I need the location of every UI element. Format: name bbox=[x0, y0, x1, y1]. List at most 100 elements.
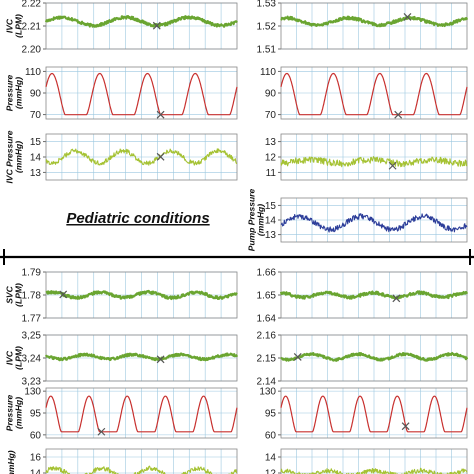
chart-panel-c1: 1.79 1.78 1.77 SVC(LPM) bbox=[4, 268, 238, 325]
y-tick-label: 14 bbox=[30, 469, 42, 474]
y-tick-label: 2.15 bbox=[257, 354, 277, 365]
series-line bbox=[45, 465, 238, 474]
y-axis-label: IVC(LPM) bbox=[4, 346, 23, 370]
series-line bbox=[45, 72, 238, 116]
y-tick-label: 15 bbox=[30, 137, 42, 148]
plot-frame bbox=[280, 66, 468, 120]
y-tick-label: 60 bbox=[30, 430, 42, 441]
series-line bbox=[280, 467, 468, 474]
y-tick-label: 130 bbox=[24, 387, 41, 398]
plot-frame bbox=[45, 448, 238, 474]
y-tick-label: 90 bbox=[265, 89, 277, 100]
series-line bbox=[280, 72, 468, 116]
y-tick-label: 95 bbox=[30, 409, 42, 420]
series-line bbox=[45, 395, 238, 433]
series-line bbox=[279, 290, 469, 300]
plot-frame bbox=[45, 66, 238, 120]
chart-panel-d2: 2.16 2.15 2.14 bbox=[257, 331, 469, 388]
y-axis-label: Pressure(mmHg) bbox=[4, 75, 23, 112]
y-tick-label: 1.77 bbox=[22, 314, 42, 325]
chart-panel-d4: 14 12 bbox=[265, 448, 468, 474]
series-line bbox=[280, 352, 469, 362]
cursor-marker bbox=[59, 290, 68, 299]
y-tick-label: 13 bbox=[30, 168, 42, 179]
series-line bbox=[45, 289, 238, 301]
plot-frame bbox=[45, 334, 238, 382]
cursor-marker bbox=[156, 110, 165, 119]
y-tick-label: 3,23 bbox=[22, 377, 42, 388]
plot-frame bbox=[280, 2, 468, 50]
y-tick-label: 1.52 bbox=[257, 22, 277, 33]
panel-grid: 2.22 2.21 2.20 IVC(LPM) 1.53 1.52 1.51 110 90 70 P… bbox=[4, 0, 469, 474]
y-tick-label: 1.51 bbox=[257, 45, 277, 56]
chart-panel-a2: 110 90 70 Pressure(mmHg) bbox=[4, 66, 238, 121]
plot-frame bbox=[280, 271, 468, 319]
chart-panel-a1: 2.22 2.21 2.20 IVC(LPM) bbox=[4, 0, 238, 56]
y-tick-label: 60 bbox=[265, 430, 277, 441]
cursor-marker bbox=[403, 13, 412, 21]
y-tick-label: 15 bbox=[265, 201, 277, 212]
cursor-marker bbox=[394, 110, 403, 119]
cursor-marker bbox=[293, 352, 302, 361]
y-tick-label: 90 bbox=[30, 89, 42, 100]
cursor-marker bbox=[401, 422, 410, 431]
y-axis-label: mmHg) bbox=[6, 450, 16, 474]
y-tick-label: 130 bbox=[259, 387, 276, 398]
y-tick-label: 1.65 bbox=[257, 291, 277, 302]
chart-panel-c4: 16 14 mmHg) bbox=[6, 448, 238, 474]
y-tick-label: 2.16 bbox=[257, 331, 277, 342]
y-tick-label: 1.79 bbox=[22, 268, 42, 279]
y-tick-label: 12 bbox=[265, 153, 277, 164]
plot-frame bbox=[280, 133, 468, 181]
y-axis-label: IVC(LPM) bbox=[4, 14, 23, 38]
y-tick-label: 14 bbox=[265, 453, 277, 464]
y-tick-label: 70 bbox=[30, 110, 42, 121]
chart-panel-d3: 130 95 60 bbox=[259, 387, 468, 441]
y-tick-label: 2.14 bbox=[257, 377, 277, 388]
series-line bbox=[280, 156, 468, 168]
y-tick-label: 13 bbox=[265, 230, 277, 241]
chart-panel-c2: 3,25 3,24 3,23 IVC(LPM) bbox=[4, 331, 239, 388]
y-tick-label: 110 bbox=[25, 67, 41, 78]
chart-panel-d1: 1.66 1.65 1.64 bbox=[257, 268, 469, 325]
cursor-marker bbox=[392, 294, 401, 303]
cursor-marker bbox=[156, 355, 165, 364]
chart-panel-b1: 1.53 1.52 1.51 bbox=[257, 0, 469, 56]
cursor-marker bbox=[388, 161, 397, 170]
chart-panel-a3: 15 14 13 IVC Pressure(mmHg) bbox=[4, 130, 238, 183]
cursor-marker bbox=[156, 152, 165, 161]
y-tick-label: 1.64 bbox=[257, 314, 277, 325]
y-tick-label: 2.20 bbox=[22, 45, 42, 56]
y-tick-label: 2.21 bbox=[22, 22, 42, 33]
y-tick-label: 11 bbox=[266, 168, 277, 179]
chart-panel-b3: 13 12 11 bbox=[265, 133, 468, 181]
y-axis-label: Pump Pressure(mmHg) bbox=[246, 189, 265, 252]
y-tick-label: 16 bbox=[30, 453, 42, 464]
series-line bbox=[44, 15, 238, 28]
y-tick-label: 70 bbox=[265, 110, 277, 121]
y-tick-label: 110 bbox=[260, 67, 276, 78]
series-line bbox=[280, 395, 468, 433]
cursor-marker bbox=[152, 21, 161, 30]
y-tick-label: 1.66 bbox=[257, 268, 277, 279]
y-tick-label: 12 bbox=[265, 469, 277, 474]
section-heading: Pediatric conditions bbox=[66, 210, 209, 227]
series-line bbox=[45, 352, 239, 362]
plot-frame bbox=[280, 197, 468, 243]
y-axis-label: IVC Pressure(mmHg) bbox=[4, 130, 23, 183]
series-line bbox=[280, 213, 468, 233]
plot-frame bbox=[280, 448, 468, 474]
y-tick-label: 95 bbox=[265, 409, 277, 420]
chart-panel-b2: 110 90 70 bbox=[260, 66, 468, 121]
y-tick-label: 1.53 bbox=[257, 0, 277, 10]
y-tick-label: 14 bbox=[30, 153, 42, 164]
plot-frame bbox=[45, 133, 238, 181]
plot-frame bbox=[45, 271, 238, 319]
y-tick-label: 14 bbox=[265, 216, 277, 227]
y-axis-label: Pressure(mmHg) bbox=[4, 395, 23, 432]
plot-frame bbox=[280, 387, 468, 439]
series-line bbox=[280, 15, 469, 28]
chart-panel-c3: 130 95 60 Pressure(mmHg) bbox=[4, 387, 238, 441]
